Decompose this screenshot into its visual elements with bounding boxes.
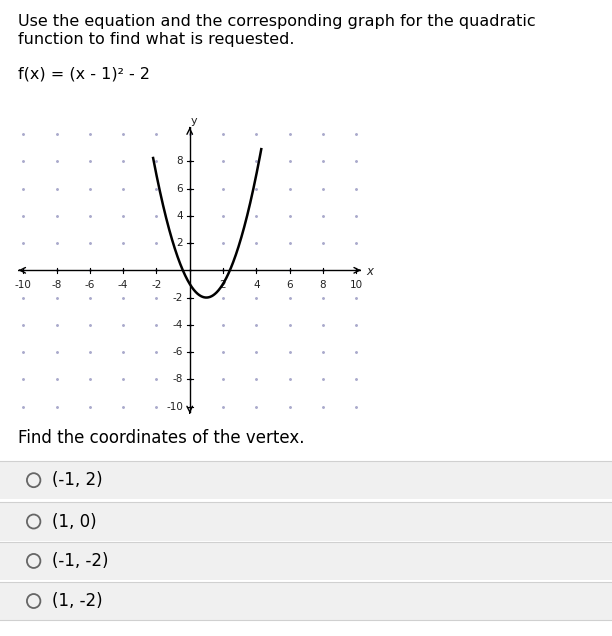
Text: 8: 8 — [176, 156, 183, 166]
Text: 6: 6 — [176, 184, 183, 193]
Text: -4: -4 — [118, 280, 129, 290]
Text: Find the coordinates of the vertex.: Find the coordinates of the vertex. — [18, 429, 305, 447]
Text: -4: -4 — [173, 320, 183, 330]
Text: 6: 6 — [286, 280, 293, 290]
Text: 4: 4 — [176, 211, 183, 221]
Text: (-1, -2): (-1, -2) — [52, 552, 108, 570]
Text: 2: 2 — [220, 280, 226, 290]
Text: 10: 10 — [349, 280, 363, 290]
Text: (1, -2): (1, -2) — [52, 592, 103, 610]
Text: (-1, 2): (-1, 2) — [52, 471, 103, 489]
Text: -6: -6 — [173, 347, 183, 357]
Text: -10: -10 — [15, 280, 32, 290]
Text: (1, 0): (1, 0) — [52, 513, 97, 530]
Text: 8: 8 — [319, 280, 326, 290]
Text: Use the equation and the corresponding graph for the quadratic: Use the equation and the corresponding g… — [18, 14, 536, 29]
Text: -6: -6 — [84, 280, 95, 290]
Text: -10: -10 — [166, 401, 183, 411]
Text: x: x — [366, 265, 373, 278]
Text: f(x) = (x - 1)² - 2: f(x) = (x - 1)² - 2 — [18, 67, 151, 82]
Text: function to find what is requested.: function to find what is requested. — [18, 32, 295, 47]
Text: -2: -2 — [151, 280, 162, 290]
Text: -2: -2 — [173, 293, 183, 303]
Text: -8: -8 — [173, 375, 183, 384]
Text: 2: 2 — [176, 238, 183, 248]
Text: 4: 4 — [253, 280, 259, 290]
Text: -8: -8 — [51, 280, 62, 290]
Text: y: y — [190, 116, 197, 126]
